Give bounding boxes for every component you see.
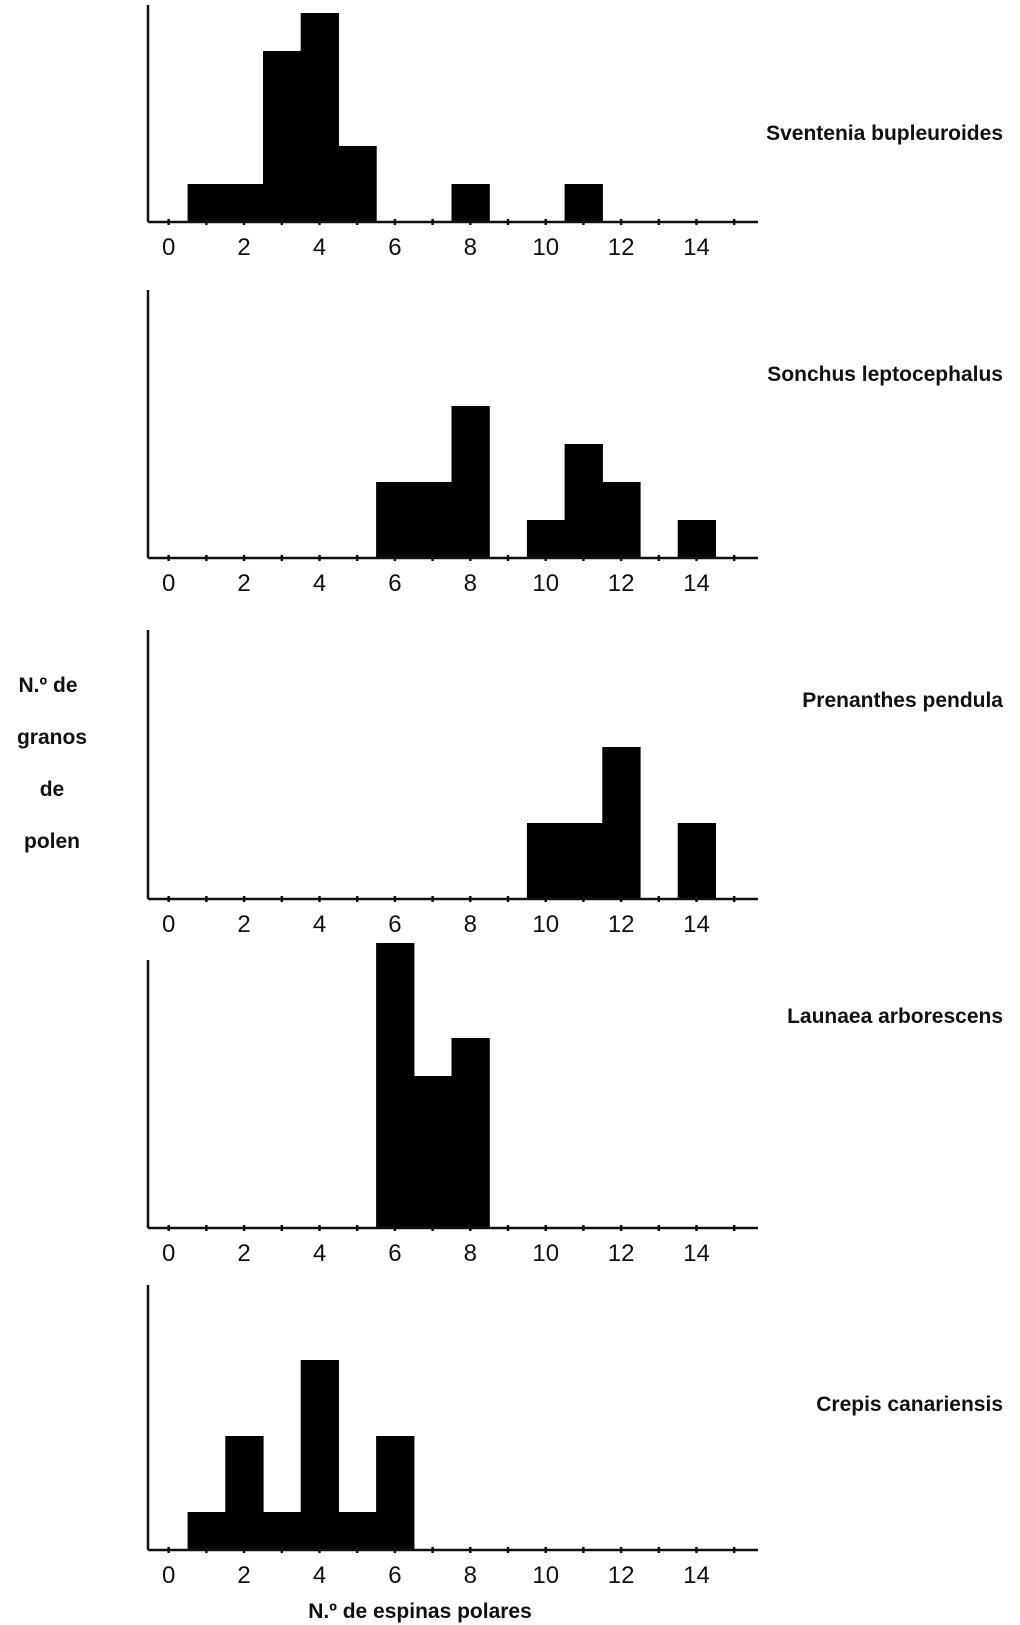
x-axis-title: N.º de espinas polares [308,1600,532,1623]
bar [376,1436,415,1550]
y-axis-title-line-2: granos [17,726,87,749]
x-tick-label: 8 [464,570,477,597]
y-axis-title: N.º de granos de polen [17,674,87,853]
x-tick-label: 6 [388,911,401,938]
species-label: Prenanthes pendula [802,689,1003,712]
histogram-panels: 0 2 4 6 8 10 12 14 Sventenia bupleuroides 0 2 4 6 8 10… [146,5,1003,1589]
histogram-panel-2: 0 2 4 6 8 10 12 14 Sonchus leptocephalus [146,290,1003,597]
bar [564,184,603,222]
bar [300,13,339,222]
x-tick-label: 8 [464,1562,477,1589]
bar [451,184,490,222]
x-tick-label: 6 [388,1562,401,1589]
x-tick-label: 12 [608,234,635,261]
x-tick-label: 12 [608,1562,635,1589]
bar [602,747,641,899]
y-axis-title-line-1: N.º de [18,674,77,697]
x-tick-label: 6 [388,570,401,597]
bar [413,482,453,558]
bar [263,51,302,222]
bar [677,520,716,558]
bar [225,184,264,222]
x-tick-label: 10 [532,1240,559,1267]
bar [413,1076,453,1228]
species-label: Sventenia bupleuroides [766,122,1003,145]
bar [602,482,641,558]
x-tick-label: 4 [313,1562,326,1589]
x-tick-label: 0 [162,1240,175,1267]
bar [376,943,415,1228]
x-tick-label: 4 [313,570,326,597]
x-tick-label: 0 [162,1562,175,1589]
x-tick-label: 6 [388,234,401,261]
histogram-panel-5: 0 2 4 6 8 10 12 14 Crepis canariensis [146,1285,1003,1589]
bar [338,146,377,222]
x-tick-label: 14 [683,570,710,597]
x-tick-label: 2 [237,1240,250,1267]
x-tick-label: 0 [162,570,175,597]
bar [187,1512,226,1550]
bar [526,823,566,899]
bar [677,823,716,899]
bar [225,1436,264,1550]
bar [526,520,566,558]
species-label: Crepis canariensis [816,1393,1003,1416]
x-tick-label: 14 [683,234,710,261]
x-tick-label: 14 [683,1562,710,1589]
x-tick-label: 2 [237,570,250,597]
histogram-panel-3: 0 2 4 6 8 10 12 14 Prenanthes pendula [146,630,1003,938]
y-axis-title-line-4: polen [24,830,80,853]
x-tick-label: 4 [313,1240,326,1267]
x-tick-label: 12 [608,1240,635,1267]
x-tick-label: 4 [313,234,326,261]
x-tick-label: 8 [464,234,477,261]
x-tick-label: 8 [464,1240,477,1267]
x-tick-label: 0 [162,911,175,938]
x-tick-label: 6 [388,1240,401,1267]
bar [263,1512,302,1550]
bar [451,1038,490,1228]
bar [338,1512,377,1550]
x-tick-label: 10 [532,1562,559,1589]
x-tick-label: 2 [237,911,250,938]
x-tick-label: 10 [532,911,559,938]
bar [564,444,603,558]
x-tick-label: 14 [683,1240,710,1267]
bar [187,184,226,222]
x-tick-label: 12 [608,570,635,597]
bar [376,482,415,558]
x-tick-label: 8 [464,911,477,938]
x-tick-label: 2 [237,234,250,261]
x-tick-label: 12 [608,911,635,938]
x-tick-label: 10 [532,234,559,261]
bar [451,406,490,558]
y-axis-title-line-3: de [40,778,65,801]
x-tick-label: 10 [532,570,559,597]
x-tick-label: 4 [313,911,326,938]
x-tick-label: 14 [683,911,710,938]
species-label: Sonchus leptocephalus [767,363,1003,386]
histogram-panel-1: 0 2 4 6 8 10 12 14 Sventenia bupleuroides [146,5,1003,261]
bar [564,823,603,899]
bar [300,1360,339,1550]
x-tick-label: 0 [162,234,175,261]
histogram-panel-4: 0 2 4 6 8 10 12 14 Launaea arborescens [146,943,1003,1267]
species-label: Launaea arborescens [787,1005,1003,1028]
x-tick-label: 2 [237,1562,250,1589]
